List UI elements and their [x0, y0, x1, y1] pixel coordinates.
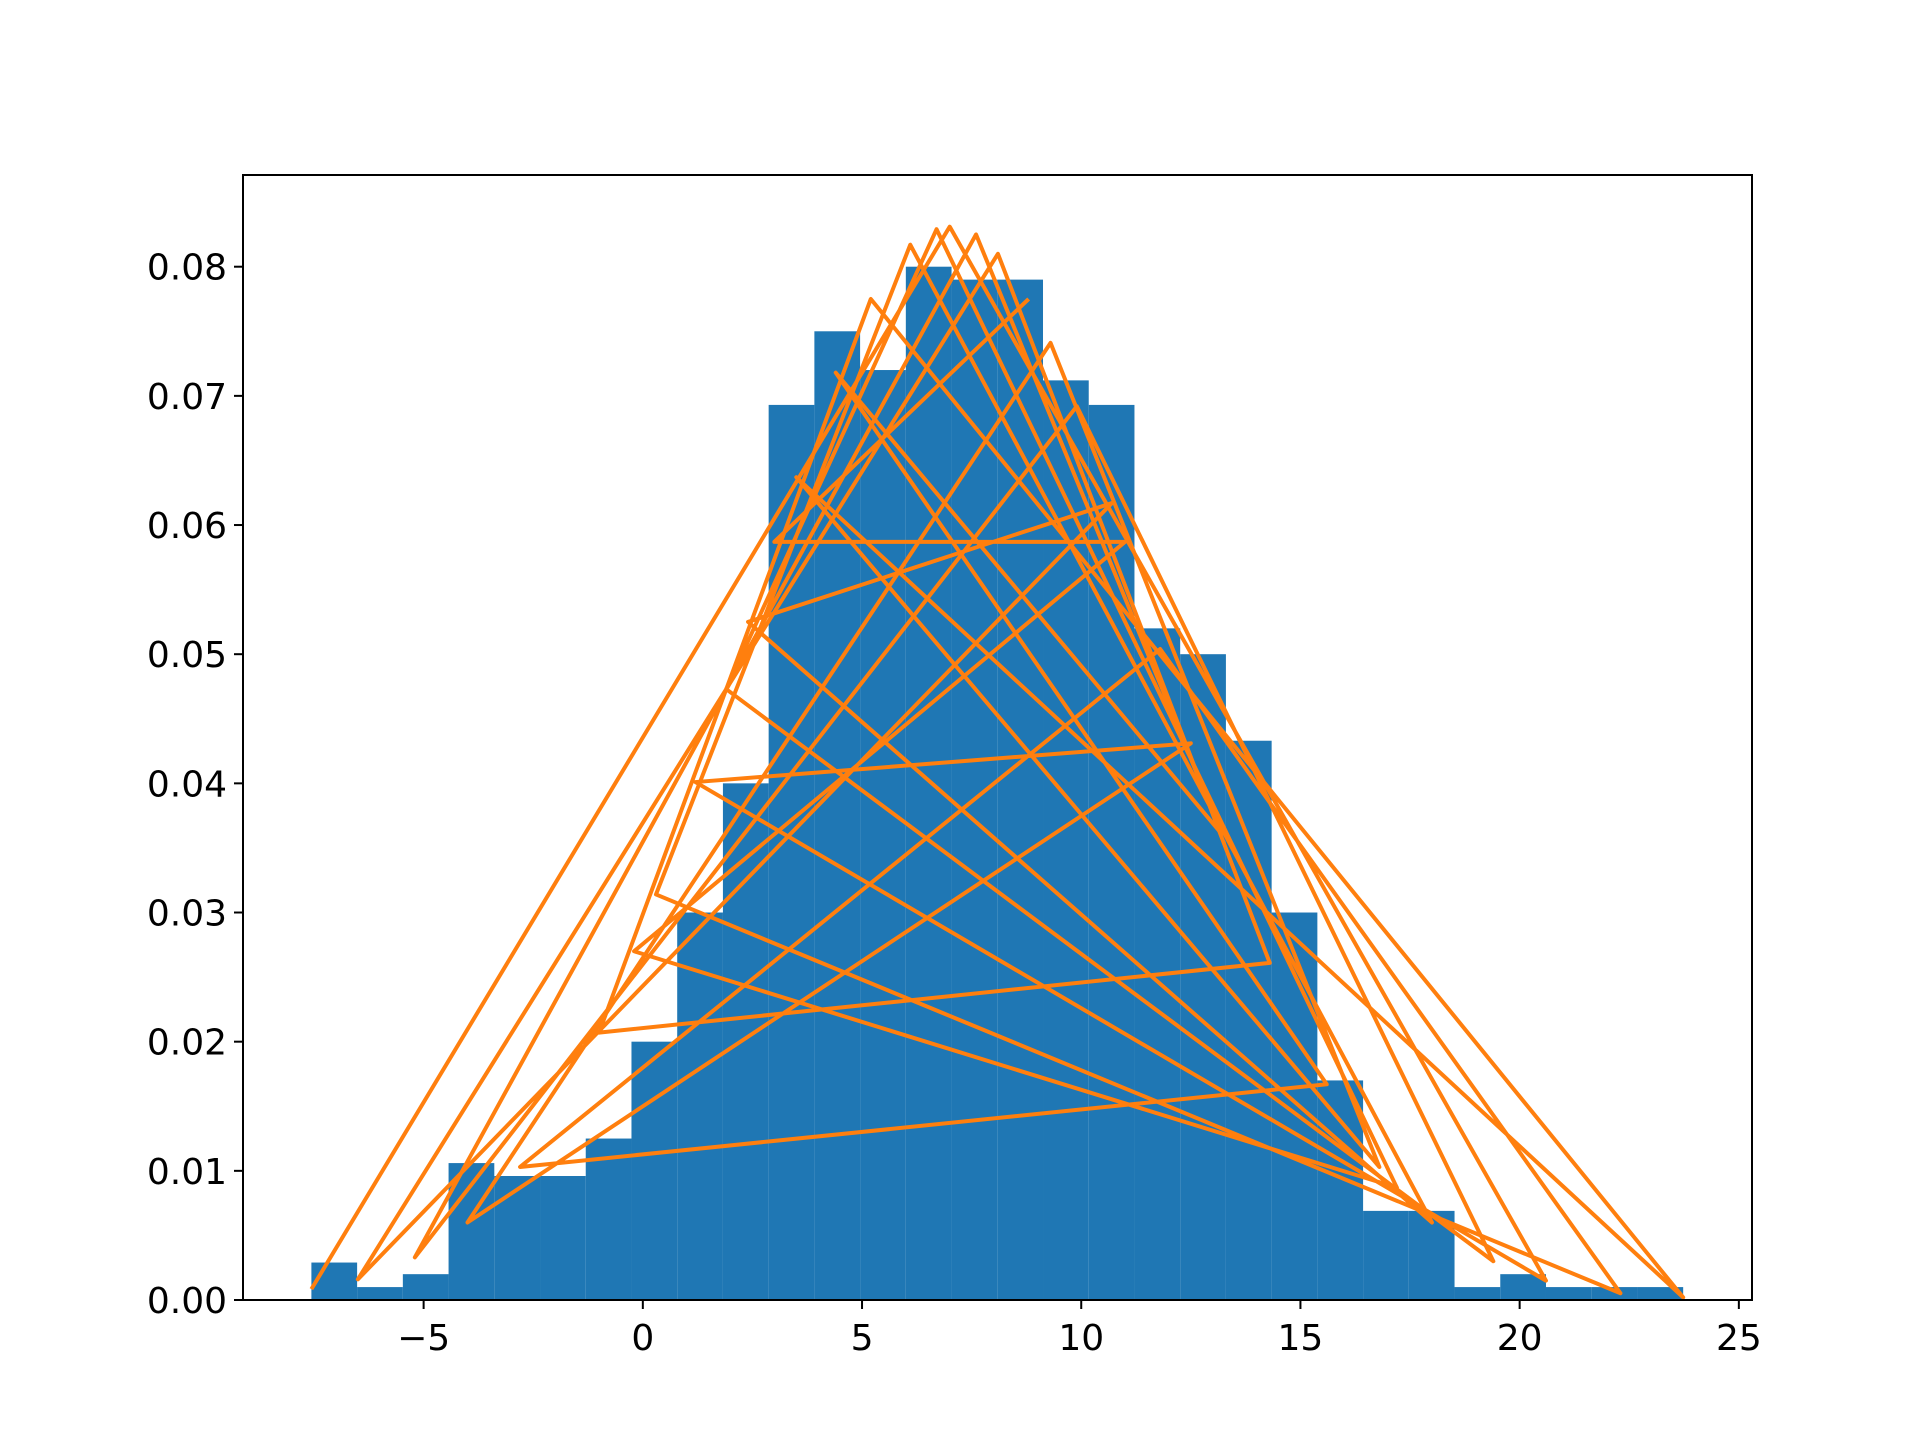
- histogram-bar: [1591, 1287, 1638, 1300]
- histogram-bar: [905, 266, 952, 1300]
- histogram-bar: [540, 1176, 586, 1300]
- x-tick-label: 20: [1497, 1318, 1543, 1359]
- x-tick-label: 5: [851, 1318, 874, 1359]
- histogram-bar: [860, 370, 906, 1301]
- y-tick-label: 0.00: [147, 1281, 227, 1322]
- axes-frame: [242, 174, 1753, 1301]
- x-tick-label: 10: [1058, 1318, 1104, 1359]
- histogram-bar: [631, 1041, 678, 1300]
- histogram-bar: [1225, 740, 1272, 1300]
- histogram-bar: [585, 1138, 632, 1300]
- histogram-bar: [1363, 1210, 1409, 1300]
- x-tick-label: 0: [631, 1318, 654, 1359]
- y-tick-label: 0.04: [147, 764, 227, 805]
- x-tick-label: 25: [1716, 1318, 1762, 1359]
- histogram-bar: [311, 1262, 358, 1300]
- histogram-bar: [1317, 1080, 1364, 1300]
- histogram-bar: [494, 1176, 541, 1300]
- x-tick-label: 15: [1278, 1318, 1324, 1359]
- x-tick-label: −5: [397, 1318, 450, 1359]
- histogram-bar: [951, 279, 998, 1301]
- y-tick-label: 0.03: [147, 894, 227, 935]
- line: [309, 224, 1686, 1300]
- y-tick-label: 0.05: [147, 635, 227, 676]
- y-tick-label: 0.06: [147, 506, 227, 547]
- y-tick-label: 0.07: [147, 377, 227, 418]
- y-tick-label: 0.02: [147, 1023, 227, 1064]
- histogram-bar: [402, 1274, 449, 1300]
- histogram-bar: [1454, 1287, 1501, 1300]
- histogram-bar: [814, 331, 861, 1300]
- histogram-bar: [1637, 1287, 1684, 1300]
- histogram-bar: [357, 1287, 403, 1300]
- y-tick-label: 0.01: [147, 1152, 227, 1193]
- histogram-bar: [1545, 1287, 1592, 1300]
- y-tick-label: 0.08: [147, 248, 227, 289]
- histogram-bar: [1134, 628, 1181, 1300]
